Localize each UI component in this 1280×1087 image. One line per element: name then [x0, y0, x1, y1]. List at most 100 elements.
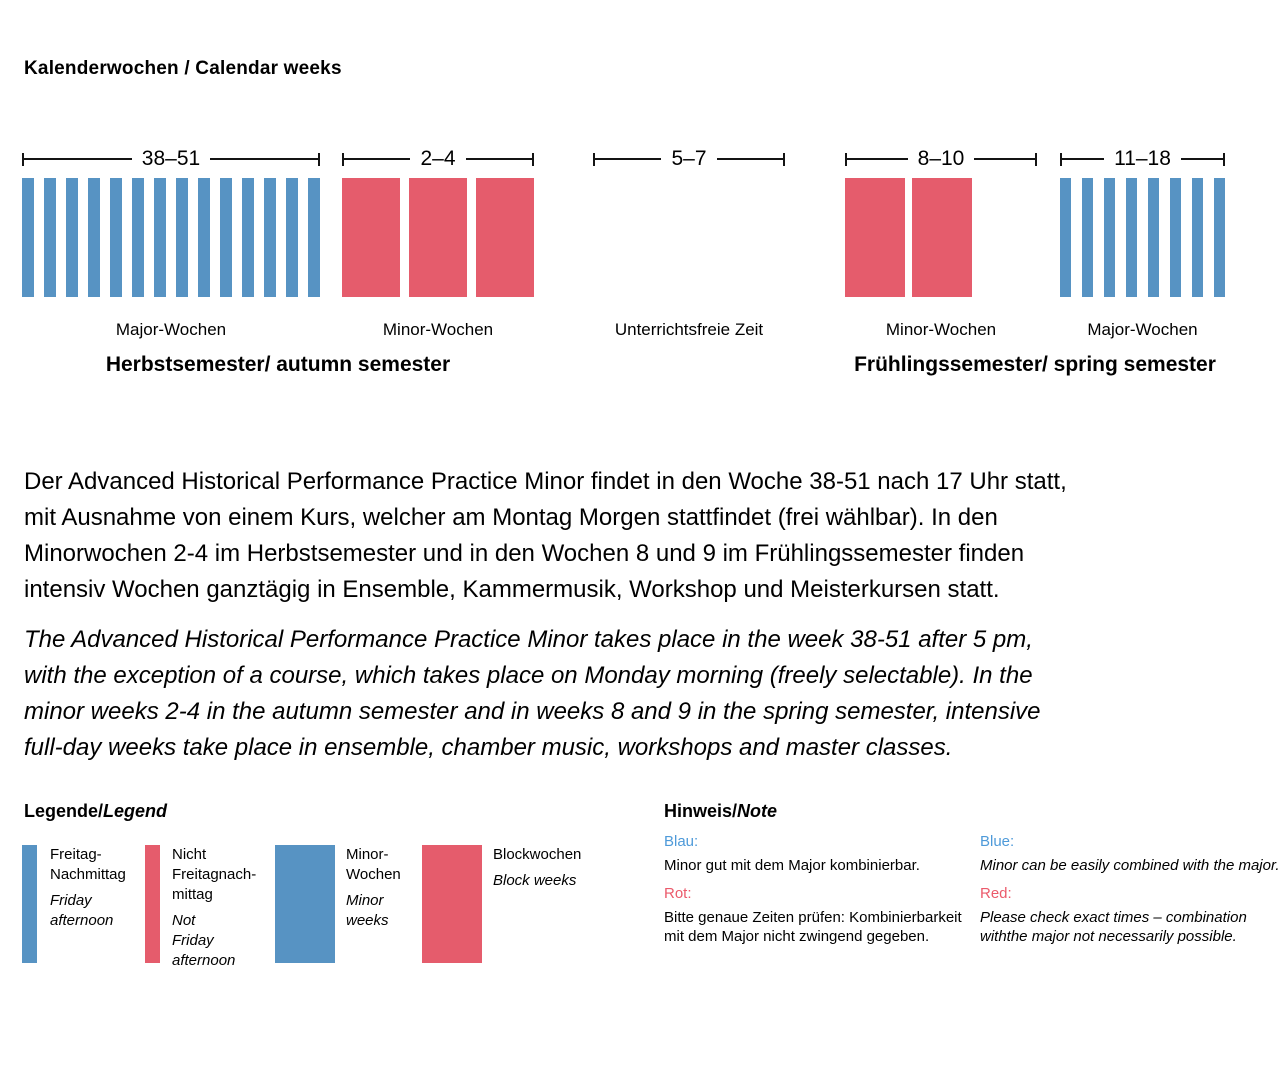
week-bar	[88, 178, 100, 297]
bracket-line	[210, 158, 318, 160]
week-group-11–18: 11–18	[1060, 146, 1225, 297]
note-red-label-de: Rot:	[664, 885, 692, 902]
week-bar	[1192, 178, 1203, 297]
bracket-tick-left	[593, 152, 595, 166]
note-column-german: Blau: Minor gut mit dem Major kombinierb…	[664, 832, 962, 955]
range-label: 11–18	[1114, 147, 1171, 170]
note-title-de: Hinweis/	[664, 801, 738, 821]
semester-label: Frühlingssemester/ spring semester	[854, 353, 1216, 376]
text-line: Not	[172, 912, 196, 929]
bracket-line	[24, 158, 132, 160]
legend-item-label: Blockwochen Block weeks	[493, 845, 581, 891]
legend-swatch-blue	[22, 845, 37, 963]
bracket-line	[595, 158, 662, 160]
legend-swatch-blue	[275, 845, 335, 963]
text-line: Freitagnach-	[172, 866, 257, 883]
bracket-line	[1062, 158, 1105, 160]
bracket-tick-right	[783, 152, 786, 166]
legend-label-de: Freitag- Nachmittag	[50, 845, 126, 885]
text-line: Freitag-	[50, 846, 102, 863]
legend-label-de: Nicht Freitagnach-mittag	[172, 845, 256, 905]
bracket-line	[1180, 158, 1223, 160]
semester-label: Herbstsemester/ autumn semester	[105, 353, 451, 376]
week-bars	[845, 178, 1037, 297]
week-bar	[308, 178, 320, 297]
week-bar	[286, 178, 298, 297]
text-line: Minor can be easily combined with the ma…	[980, 857, 1280, 874]
week-group-5–7: 5–7	[593, 146, 786, 297]
page-title: Kalenderwochen / Calendar weeks	[24, 58, 342, 79]
week-bar	[44, 178, 56, 297]
range-bracket: 2–4	[342, 146, 535, 172]
text-line: Friday	[50, 892, 92, 909]
text-line: afternoon	[172, 952, 236, 969]
paragraph-english: The Advanced Historical Performance Prac…	[24, 622, 1041, 766]
note-red-text-en: Please check exact times – combination wi…	[980, 908, 1280, 946]
text-line: Der Advanced Historical Performance Prac…	[24, 468, 1067, 495]
text-line: Nicht	[172, 846, 207, 863]
text-line: mit Ausnahme von einem Kurs, welcher am …	[24, 504, 998, 531]
text-line: full-day weeks take place in ensemble, c…	[24, 734, 953, 761]
legend-label-en: Not Friday afternoon	[172, 911, 256, 971]
paragraph-german: Der Advanced Historical Performance Prac…	[24, 464, 1067, 608]
legend-label-en: Block weeks	[493, 871, 581, 891]
text-line: afternoon	[50, 912, 114, 929]
legend-swatch-red	[422, 845, 482, 963]
week-bar	[1082, 178, 1093, 297]
text-line: minor weeks 2-4 in the autumn semester a…	[24, 698, 1041, 725]
legend-label-de: Minor- Wochen	[346, 845, 401, 885]
legend-swatch-red	[145, 845, 160, 963]
range-label: 5–7	[671, 147, 707, 170]
week-bar	[342, 178, 400, 297]
bracket-tick-left	[342, 152, 344, 166]
week-bar	[912, 178, 972, 297]
bracket-tick-left	[22, 152, 24, 166]
legend-item-label: Nicht Freitagnach-mittag Not Friday afternoo…	[172, 845, 256, 971]
week-bar	[1060, 178, 1071, 297]
text-line: withthe major not necessarily possible.	[980, 928, 1237, 945]
text-line: Minor	[346, 892, 384, 909]
note-red-label-en: Red:	[980, 885, 1012, 902]
note-title-en: Note	[737, 801, 778, 821]
legend-item-label: Minor- Wochen Minor weeks	[346, 845, 401, 931]
text-line: weeks	[346, 912, 389, 929]
note-blue-text-en: Minor can be easily combined with the ma…	[980, 856, 1280, 875]
range-bracket: 5–7	[593, 146, 786, 172]
week-bar	[66, 178, 78, 297]
week-bar	[409, 178, 467, 297]
note-title: Hinweis/Note	[664, 801, 777, 822]
range-bracket: 11–18	[1060, 146, 1225, 172]
group-label: Major-Wochen	[1087, 320, 1198, 339]
note-column-english: Blue: Minor can be easily combined with …	[980, 832, 1280, 955]
week-bar	[264, 178, 276, 297]
text-line: Bitte genaue Zeiten prüfen: Kombinierbar…	[664, 909, 962, 926]
note-blue-text-de: Minor gut mit dem Major kombinierbar.	[664, 856, 962, 875]
week-bars	[22, 178, 320, 297]
group-label: Minor-Wochen	[382, 320, 494, 339]
week-bar	[198, 178, 210, 297]
text-line: The Advanced Historical Performance Prac…	[24, 626, 1033, 653]
bracket-line	[847, 158, 908, 160]
group-label: Minor-Wochen	[885, 320, 997, 339]
bracket-tick-left	[845, 152, 847, 166]
week-bar	[242, 178, 254, 297]
week-bar	[176, 178, 188, 297]
week-bars	[1060, 178, 1225, 297]
text-line: Nachmittag	[50, 866, 126, 883]
bracket-line	[344, 158, 411, 160]
text-line: Minor gut mit dem Major kombinierbar.	[664, 857, 920, 874]
text-line: intensiv Wochen ganztägig in Ensemble, K…	[24, 576, 1000, 603]
text-line: with the exception of a course, which ta…	[24, 662, 1033, 689]
text-line: mittag	[172, 886, 213, 903]
note-blue-label-de: Blau:	[664, 833, 699, 850]
text-line: Please check exact times – combination	[980, 909, 1247, 926]
week-group-2–4: 2–4	[342, 146, 535, 297]
bracket-tick-right	[532, 152, 535, 166]
bracket-line	[465, 158, 533, 160]
text-line: Blockwochen	[493, 846, 582, 863]
legend-title: Legende/Legend	[24, 801, 167, 822]
range-label: 38–51	[141, 147, 201, 170]
week-bars	[342, 178, 534, 297]
week-group-8–10: 8–10	[845, 146, 1037, 297]
range-label: 2–4	[420, 147, 456, 170]
